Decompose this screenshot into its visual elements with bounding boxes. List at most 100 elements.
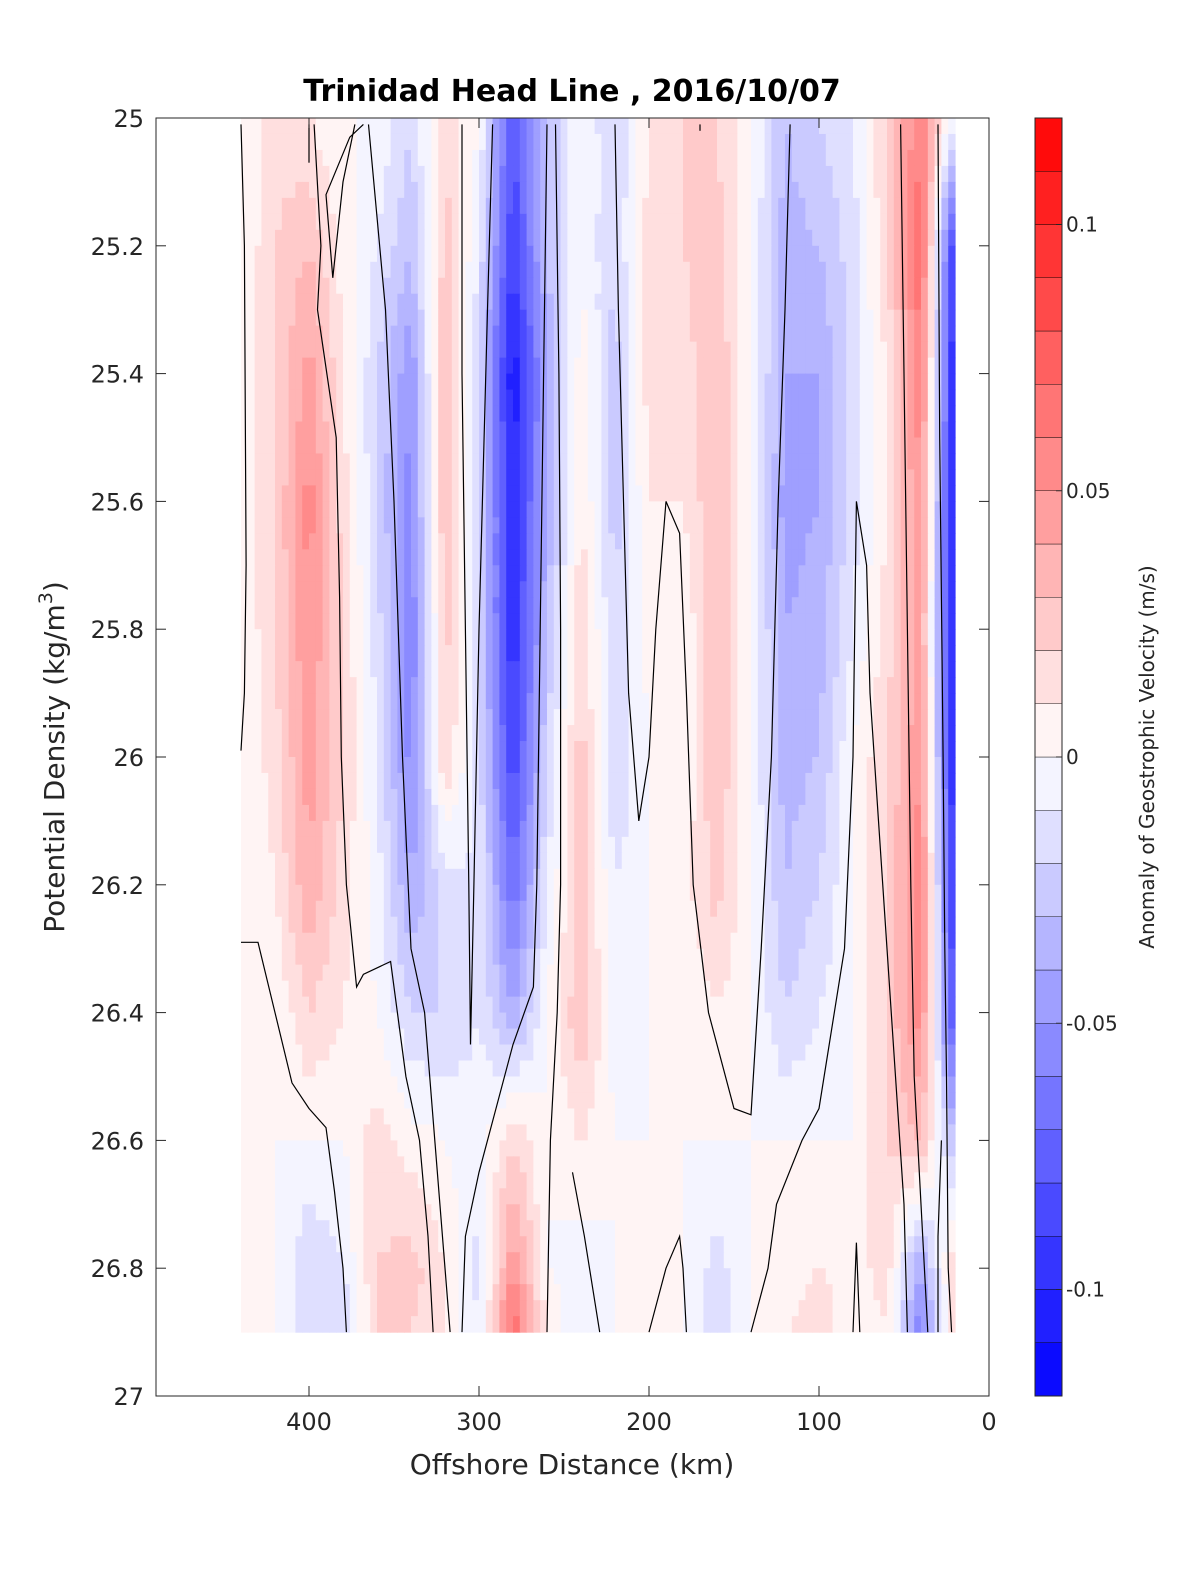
heatmap-cell (560, 453, 568, 471)
heatmap-cell (805, 421, 813, 439)
heatmap-cell (506, 533, 514, 550)
heatmap-cell (519, 804, 528, 822)
heatmap-cell (873, 325, 881, 343)
heatmap-cell (295, 820, 303, 838)
heatmap-cell (757, 741, 766, 758)
heatmap-cell (397, 453, 405, 471)
heatmap-cell (846, 645, 854, 662)
heatmap-cell (288, 693, 296, 710)
heatmap-cell (377, 549, 385, 566)
heatmap-cell (669, 549, 677, 566)
heatmap-cell (424, 309, 432, 327)
heatmap-cell (547, 613, 555, 630)
heatmap-cell (281, 565, 290, 582)
heatmap-cell (757, 517, 766, 534)
heatmap-cell (479, 757, 487, 774)
heatmap-cell (764, 485, 772, 502)
heatmap-cell (730, 645, 738, 662)
heatmap-cell (309, 725, 317, 742)
heatmap-cell (805, 693, 813, 710)
heatmap-cell (533, 245, 541, 263)
heatmap-cell (417, 597, 426, 614)
heatmap-cell (281, 804, 290, 822)
heatmap-cell (805, 677, 813, 694)
heatmap-cell (485, 836, 494, 854)
heatmap-cell (268, 229, 276, 247)
heatmap-cell (275, 709, 283, 726)
heatmap-cell (683, 197, 691, 215)
heatmap-cell (397, 197, 405, 215)
heatmap-cell (683, 325, 691, 343)
heatmap-cell (785, 501, 793, 518)
heatmap-cell (594, 405, 602, 423)
heatmap-cell (540, 804, 548, 822)
heatmap-cell (689, 852, 698, 870)
heatmap-cell (853, 533, 861, 550)
heatmap-cell (621, 165, 630, 183)
heatmap-cell (581, 757, 589, 774)
heatmap-cell (281, 741, 290, 758)
heatmap-cell (560, 661, 568, 678)
heatmap-cell (927, 405, 936, 423)
heatmap-cell (730, 661, 738, 678)
heatmap-cell (873, 485, 881, 502)
heatmap-cell (417, 517, 426, 534)
heatmap-cell (254, 661, 262, 678)
heatmap-cell (438, 517, 446, 534)
heatmap-cell (445, 820, 453, 838)
heatmap-cell (479, 741, 487, 758)
heatmap-cell (247, 357, 256, 375)
heatmap-cell (519, 597, 528, 614)
heatmap-cell (383, 804, 392, 822)
heatmap-cell (866, 517, 874, 534)
heatmap-cell (411, 453, 419, 471)
heatmap-cell (832, 549, 840, 566)
heatmap-cell (737, 581, 745, 598)
heatmap-cell (662, 836, 670, 854)
heatmap-cell (247, 389, 256, 407)
heatmap-cell (336, 389, 344, 407)
heatmap-cell (914, 501, 922, 518)
heatmap-cell (322, 309, 330, 327)
heatmap-cell (880, 197, 888, 215)
heatmap-cell (506, 373, 514, 391)
heatmap-cell (751, 836, 759, 854)
heatmap-cell (839, 709, 847, 726)
heatmap-cell (812, 581, 820, 598)
heatmap-cell (887, 533, 895, 550)
heatmap-cell (370, 341, 378, 359)
heatmap-cell (825, 197, 834, 215)
heatmap-cell (866, 373, 874, 391)
heatmap-cell (737, 421, 745, 439)
heatmap-cell (615, 549, 623, 566)
heatmap-cell (846, 245, 854, 263)
heatmap-cell (336, 325, 344, 343)
heatmap-cell (587, 517, 596, 534)
heatmap-cell (363, 772, 371, 790)
heatmap-cell (825, 629, 834, 646)
heatmap-cell (431, 645, 439, 662)
heatmap-cell (445, 677, 453, 694)
heatmap-cell (247, 309, 256, 327)
heatmap-cell (873, 501, 881, 518)
heatmap-cell (465, 597, 473, 614)
heatmap-cell (676, 517, 684, 534)
heatmap-cell (676, 788, 684, 806)
heatmap-cell (900, 725, 908, 742)
heatmap-cell (785, 357, 793, 375)
heatmap-cell (281, 820, 290, 838)
heatmap-cell (717, 197, 725, 215)
heatmap-cell (506, 437, 514, 455)
heatmap-cell (533, 757, 541, 774)
heatmap-cell (329, 804, 337, 822)
heatmap-cell (696, 517, 704, 534)
heatmap-cell (887, 501, 895, 518)
heatmap-cell (451, 725, 460, 742)
heatmap-cell (574, 325, 582, 343)
heatmap-cell (519, 693, 528, 710)
heatmap-cell (859, 118, 868, 135)
heatmap-cell (798, 597, 806, 614)
heatmap-cell (914, 629, 922, 646)
heatmap-cell (594, 772, 602, 790)
heatmap-cell (254, 309, 262, 327)
